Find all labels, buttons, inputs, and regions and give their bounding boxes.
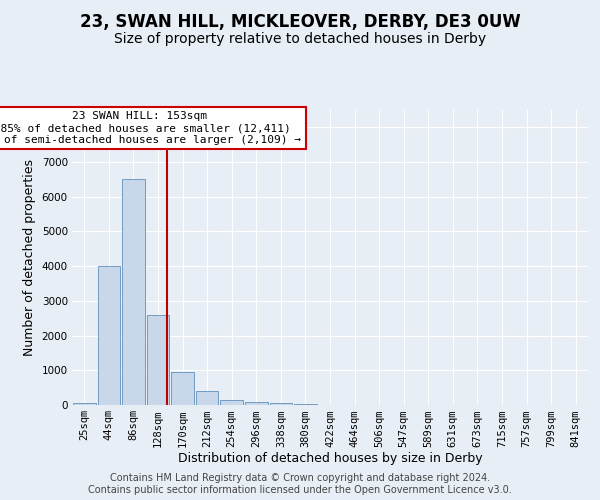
Bar [269,404,292,405]
Text: Contains HM Land Registry data © Crown copyright and database right 2024.
Contai: Contains HM Land Registry data © Crown c… [88,474,512,495]
Bar [171,372,194,405]
X-axis label: Distribution of detached houses by size in Derby: Distribution of detached houses by size … [178,452,482,465]
Text: 23, SWAN HILL, MICKLEOVER, DERBY, DE3 0UW: 23, SWAN HILL, MICKLEOVER, DERBY, DE3 0U… [80,12,520,30]
Text: Size of property relative to detached houses in Derby: Size of property relative to detached ho… [114,32,486,46]
Bar [196,391,218,405]
Text: 23 SWAN HILL: 153sqm
← 85% of detached houses are smaller (12,411)
14% of semi-d: 23 SWAN HILL: 153sqm ← 85% of detached h… [0,112,301,144]
Bar [245,402,268,405]
Bar [146,315,169,405]
Bar [98,266,120,405]
Bar [220,400,243,405]
Bar [73,404,95,405]
Y-axis label: Number of detached properties: Number of detached properties [23,159,36,356]
Bar [122,180,145,405]
Bar [294,404,317,405]
